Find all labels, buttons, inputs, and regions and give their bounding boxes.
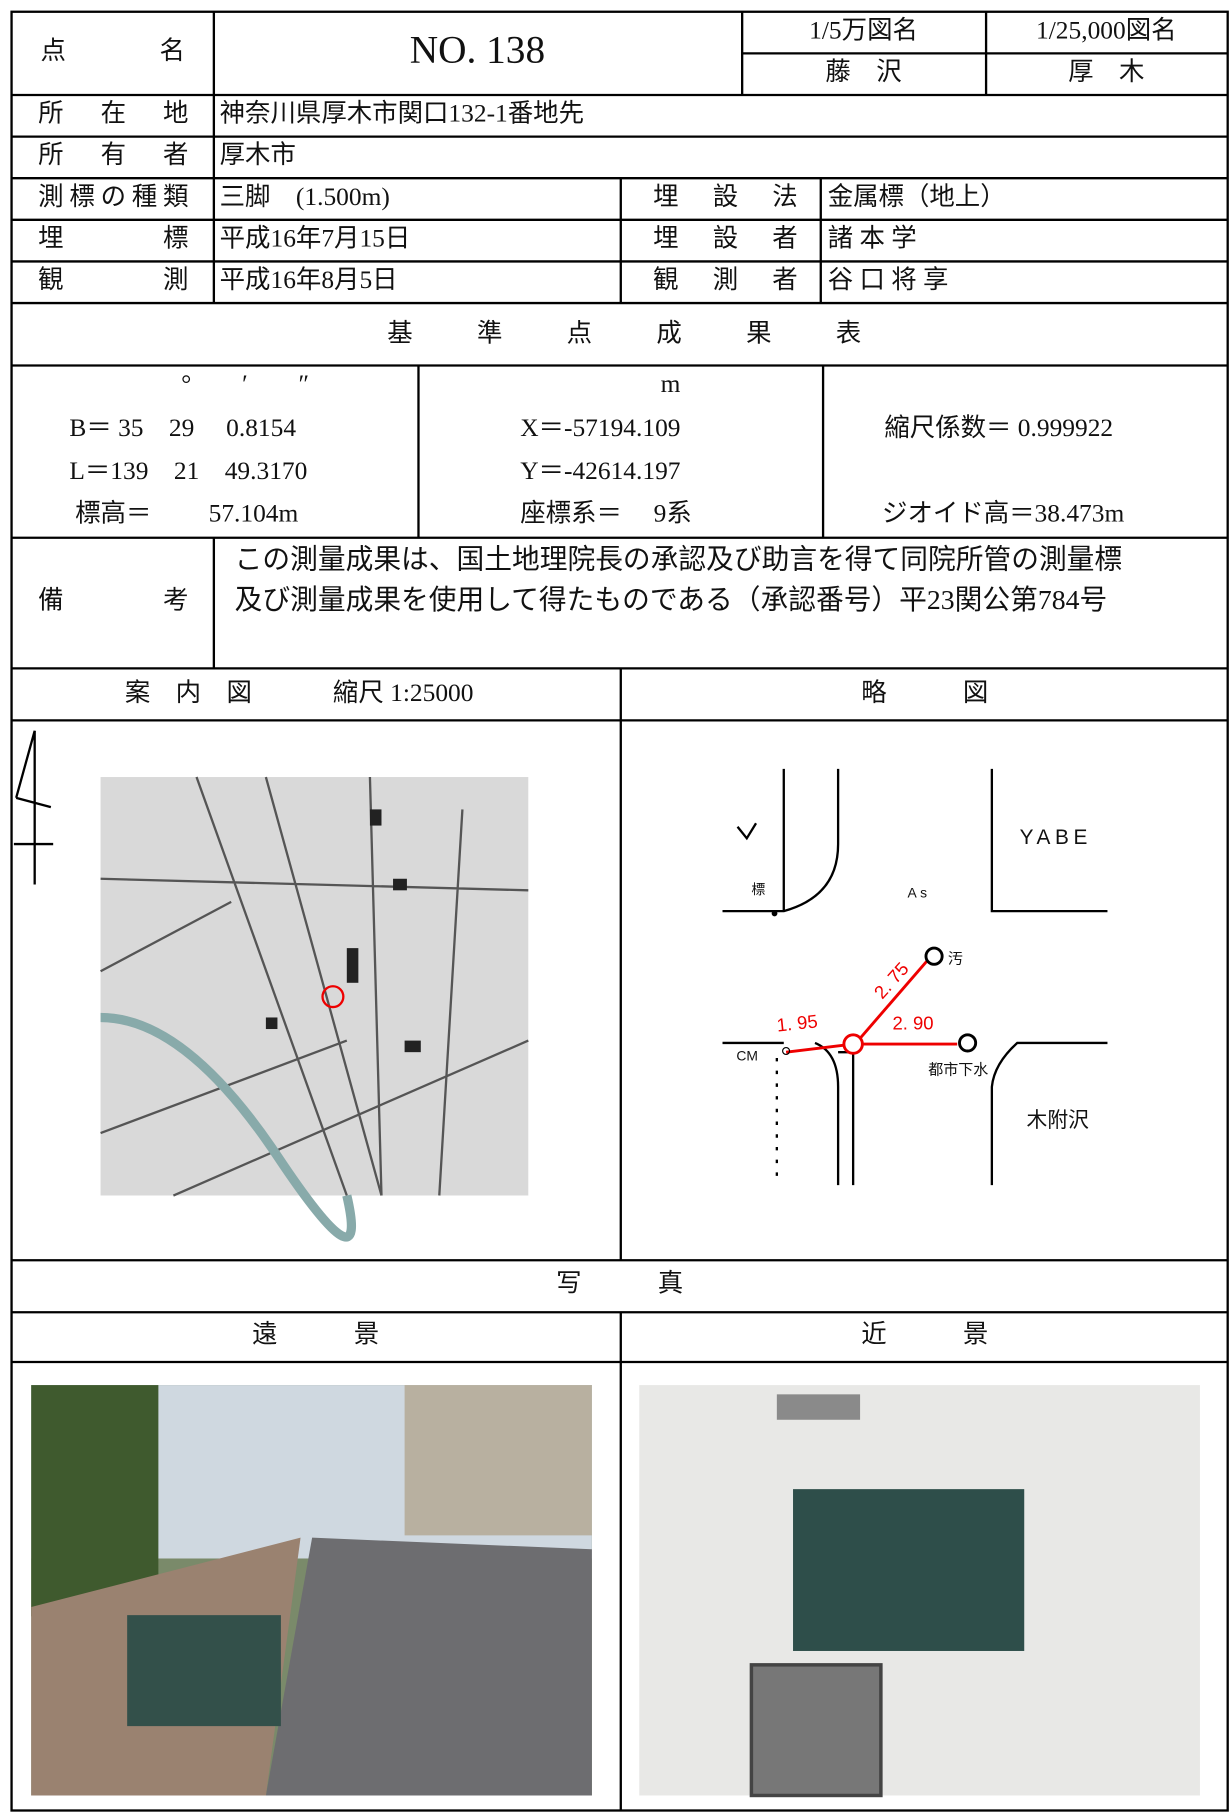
label: 埋設法 <box>653 182 798 211</box>
label: 1/5万図名 <box>809 15 918 44</box>
label: 埋設者 <box>653 223 798 252</box>
label: 所在地 <box>38 99 188 128</box>
label: 備考 <box>38 585 188 614</box>
point-name: NO. 138 <box>410 27 545 71</box>
distance-label: 2. 90 <box>892 1012 933 1033</box>
value: 谷 口 将 享 <box>828 265 949 294</box>
value: 三脚 (1.500m) <box>220 182 390 211</box>
far-photo <box>31 1385 592 1796</box>
units: ° ′ ″ <box>181 369 309 398</box>
units: m <box>661 369 681 398</box>
value: 金属標（地上） <box>828 182 1006 211</box>
sketch-label: YABE <box>1020 826 1092 849</box>
label: 観測者 <box>653 265 798 294</box>
section-title: 略 図 <box>861 678 988 707</box>
sketch-label: As <box>907 884 930 900</box>
value: 平成16年8月5日 <box>220 265 398 294</box>
value: 神奈川県厚木市関口132-1番地先 <box>220 99 584 128</box>
section-title: 基準点成果表 <box>387 318 861 347</box>
sketch-measures <box>771 910 978 1056</box>
label: 観測 <box>38 265 188 294</box>
section-title: 写 真 <box>556 1269 683 1298</box>
section-title: 遠 景 <box>252 1319 379 1348</box>
north-arrow <box>13 730 54 885</box>
label: 測標の種類 <box>38 182 188 211</box>
label: 埋標 <box>38 223 188 252</box>
latitude: B＝ 35 29 0.8154 <box>69 413 296 442</box>
y-coordinate: Y＝-42614.197 <box>520 456 680 485</box>
near-photo <box>639 1385 1200 1798</box>
section-title: 近 景 <box>861 1319 988 1348</box>
value: 藤 沢 <box>825 57 901 86</box>
table-lines <box>10 10 1229 1812</box>
geoid-height: ジオイド高＝38.473m <box>882 499 1124 528</box>
height: 標高＝ 57.104m <box>75 499 298 528</box>
section-title: 案 内 図 <box>125 678 252 707</box>
distance-label: 1. 95 <box>776 1010 819 1035</box>
coordinate-system: 座標系＝ 9系 <box>520 499 692 528</box>
sketch-label: 木附沢 <box>1027 1109 1090 1132</box>
guide-map <box>100 776 529 1242</box>
scale-factor: 縮尺係数＝ 0.999922 <box>884 413 1113 442</box>
label: 点名 <box>40 36 185 65</box>
value: 平成16年7月15日 <box>220 223 411 252</box>
sketch-label: 汚 <box>948 951 963 968</box>
remark-line: この測量成果は、国土地理院長の承認及び助言を得て同院所管の測量標 <box>235 544 1123 575</box>
value: 諸 本 学 <box>828 223 917 252</box>
remark-line: 及び測量成果を使用して得たものである（承認番号）平23関公第784号 <box>235 585 1108 616</box>
label: 所有者 <box>38 140 188 169</box>
longitude: L＝139 21 49.3170 <box>69 456 307 485</box>
value: 厚木市 <box>220 140 296 169</box>
x-coordinate: X＝-57194.109 <box>520 413 680 442</box>
sketch-label: 標 <box>751 881 765 897</box>
value: 厚 木 <box>1068 57 1144 86</box>
sketch-label: CM <box>736 1047 758 1063</box>
sketch-roads <box>722 768 1108 1186</box>
label: 1/25,000図名 <box>1036 15 1177 44</box>
sketch-label: 都市下水 <box>928 1062 988 1079</box>
map-scale: 縮尺 1:25000 <box>333 678 474 707</box>
distance-label: 2. 75 <box>870 958 913 1003</box>
